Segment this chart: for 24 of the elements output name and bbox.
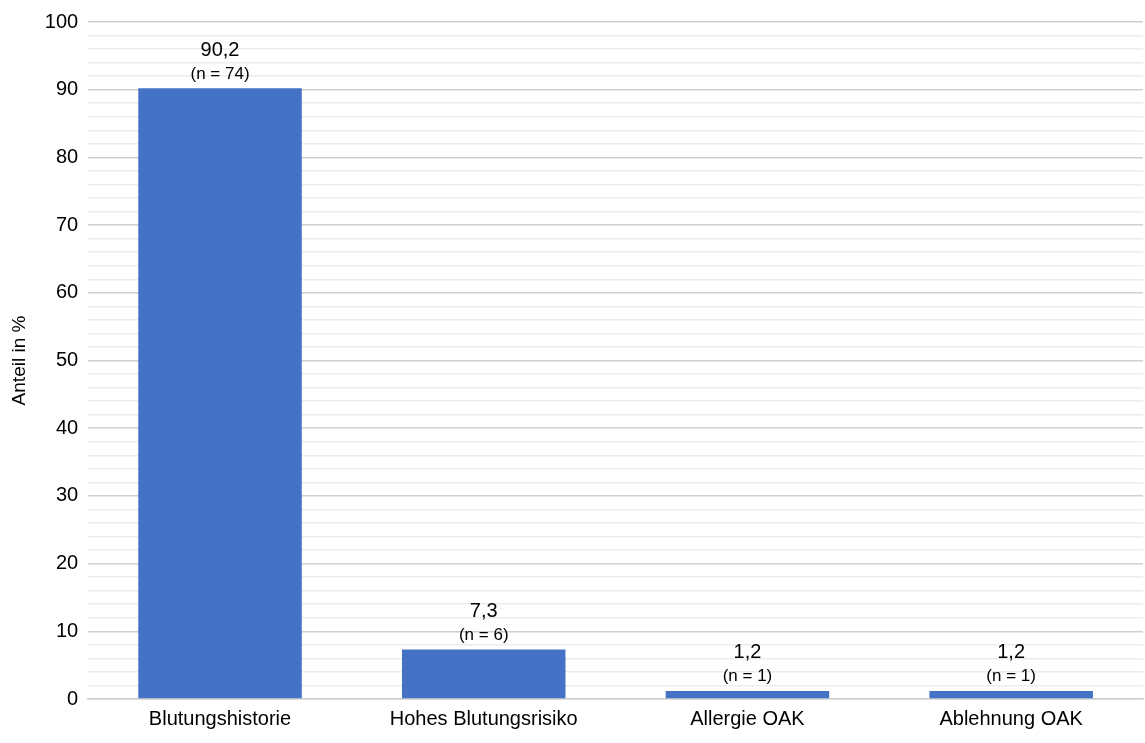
data-label: 90,2 (n = 74) xyxy=(190,37,250,83)
y-tick-label: 30 xyxy=(55,483,79,506)
x-tick-label: Hohes Blutungsrisiko xyxy=(389,706,578,729)
y-tick-label: 50 xyxy=(55,348,79,371)
x-tick-label: Blutungshistorie xyxy=(148,706,292,729)
y-tick-label: 40 xyxy=(55,415,79,438)
y-axis-title: Anteil in % xyxy=(7,315,29,406)
bar xyxy=(665,690,830,699)
bar xyxy=(138,88,302,699)
y-tick-label: 10 xyxy=(55,618,79,641)
data-label: 1,2 (n = 1) xyxy=(986,640,1036,686)
y-tick-label: 20 xyxy=(55,551,79,574)
y-tick-label: 0 xyxy=(67,686,79,709)
y-tick-label: 60 xyxy=(55,280,79,303)
data-label: 7,3 (n = 6) xyxy=(458,599,509,644)
x-tick-label: Allergie OAK xyxy=(690,706,806,729)
y-tick-label: 70 xyxy=(55,212,79,235)
y-tick-label: 100 xyxy=(44,9,79,32)
y-tick-label: 80 xyxy=(55,144,79,167)
data-label: 1,2 (n = 1) xyxy=(722,640,773,686)
bar xyxy=(929,690,1093,699)
y-tick-label: 90 xyxy=(55,77,79,100)
bar xyxy=(401,649,566,699)
x-tick-label: Ablehnung OAK xyxy=(939,706,1084,729)
